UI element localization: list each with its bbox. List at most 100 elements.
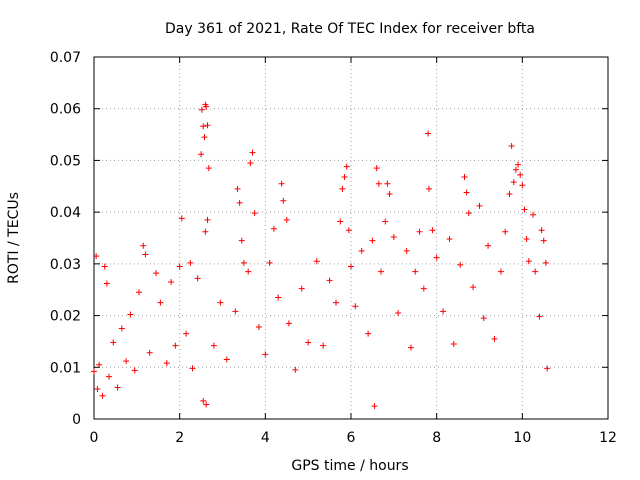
data-point <box>369 237 376 244</box>
data-point <box>298 285 305 292</box>
data-point <box>345 227 352 234</box>
data-point <box>96 361 103 368</box>
data-point <box>382 218 389 225</box>
data-point <box>508 142 515 149</box>
data-point <box>358 247 365 254</box>
data-point <box>91 368 97 375</box>
data-point <box>395 309 402 316</box>
data-point <box>502 228 509 235</box>
data-point <box>506 191 513 198</box>
data-point <box>333 299 340 306</box>
data-point <box>249 149 256 156</box>
data-point <box>412 268 419 275</box>
data-point <box>384 180 391 187</box>
data-point <box>337 218 344 225</box>
data-point <box>470 284 477 291</box>
data-point <box>480 315 487 322</box>
data-point <box>99 392 106 399</box>
data-point <box>275 294 282 301</box>
data-point <box>200 123 207 130</box>
data-point <box>103 280 110 287</box>
data-point <box>210 342 217 349</box>
data-point <box>538 227 545 234</box>
data-point <box>204 122 211 129</box>
data-point <box>176 263 183 270</box>
data-point <box>377 268 384 275</box>
data-point <box>285 320 292 327</box>
data-point <box>523 236 530 243</box>
data-point <box>168 278 175 285</box>
data-point <box>544 365 551 372</box>
data-point <box>270 225 277 232</box>
data-point <box>420 285 427 292</box>
y-tick-label: 0.03 <box>50 257 81 273</box>
data-point <box>245 268 252 275</box>
data-point <box>240 259 247 266</box>
data-point <box>463 189 470 196</box>
x-tick-label: 8 <box>432 430 441 446</box>
x-tick-label: 10 <box>513 430 531 446</box>
data-point <box>189 365 196 372</box>
chart-title: Day 361 of 2021, Rate Of TEC Index for r… <box>165 21 535 37</box>
data-point <box>198 106 205 113</box>
data-point <box>262 351 269 358</box>
data-point <box>101 263 108 270</box>
data-point <box>110 339 117 346</box>
data-point <box>93 253 100 260</box>
data-point <box>266 259 273 266</box>
data-point <box>203 103 210 110</box>
data-point <box>236 199 243 206</box>
x-tick-label: 0 <box>90 430 99 446</box>
data-point <box>127 311 134 318</box>
y-tick-label: 0.01 <box>50 360 81 376</box>
data-point <box>343 163 350 170</box>
data-point <box>530 211 537 218</box>
data-point <box>371 403 378 410</box>
data-point <box>251 210 258 217</box>
data-point <box>292 366 299 373</box>
grid-lines <box>94 57 608 419</box>
data-point <box>375 180 382 187</box>
data-point <box>390 233 397 240</box>
data-point <box>425 130 432 137</box>
data-point <box>118 325 125 332</box>
data-point <box>326 277 333 284</box>
data-point <box>194 275 201 282</box>
data-point <box>280 197 287 204</box>
data-point <box>146 349 153 356</box>
data-point <box>187 259 194 266</box>
data-point <box>433 254 440 261</box>
data-point <box>123 358 130 365</box>
data-point <box>183 330 190 337</box>
data-point <box>497 268 504 275</box>
x-tick-label: 12 <box>599 430 617 446</box>
data-point <box>247 160 254 167</box>
data-point <box>517 171 524 178</box>
data-point <box>532 268 539 275</box>
data-point <box>238 237 245 244</box>
data-point <box>512 166 519 173</box>
data-point <box>114 384 121 391</box>
x-axis-label: GPS time / hours <box>291 458 408 474</box>
data-point <box>135 289 142 296</box>
data-point <box>283 216 290 223</box>
data-point <box>515 161 522 168</box>
data-point <box>320 342 327 349</box>
data-point <box>205 165 212 172</box>
data-point <box>536 313 543 320</box>
axis-ticks <box>93 56 609 420</box>
data-point <box>519 182 526 189</box>
data-point <box>255 323 262 330</box>
data-point <box>446 236 453 243</box>
data-point <box>403 247 410 254</box>
data-point <box>461 173 468 180</box>
data-point <box>278 180 285 187</box>
data-point <box>540 237 547 244</box>
data-point <box>223 356 230 363</box>
data-point <box>217 299 224 306</box>
data-point <box>153 270 160 277</box>
data-point <box>348 263 354 270</box>
data-point <box>457 261 464 268</box>
y-tick-label: 0.04 <box>50 205 81 221</box>
